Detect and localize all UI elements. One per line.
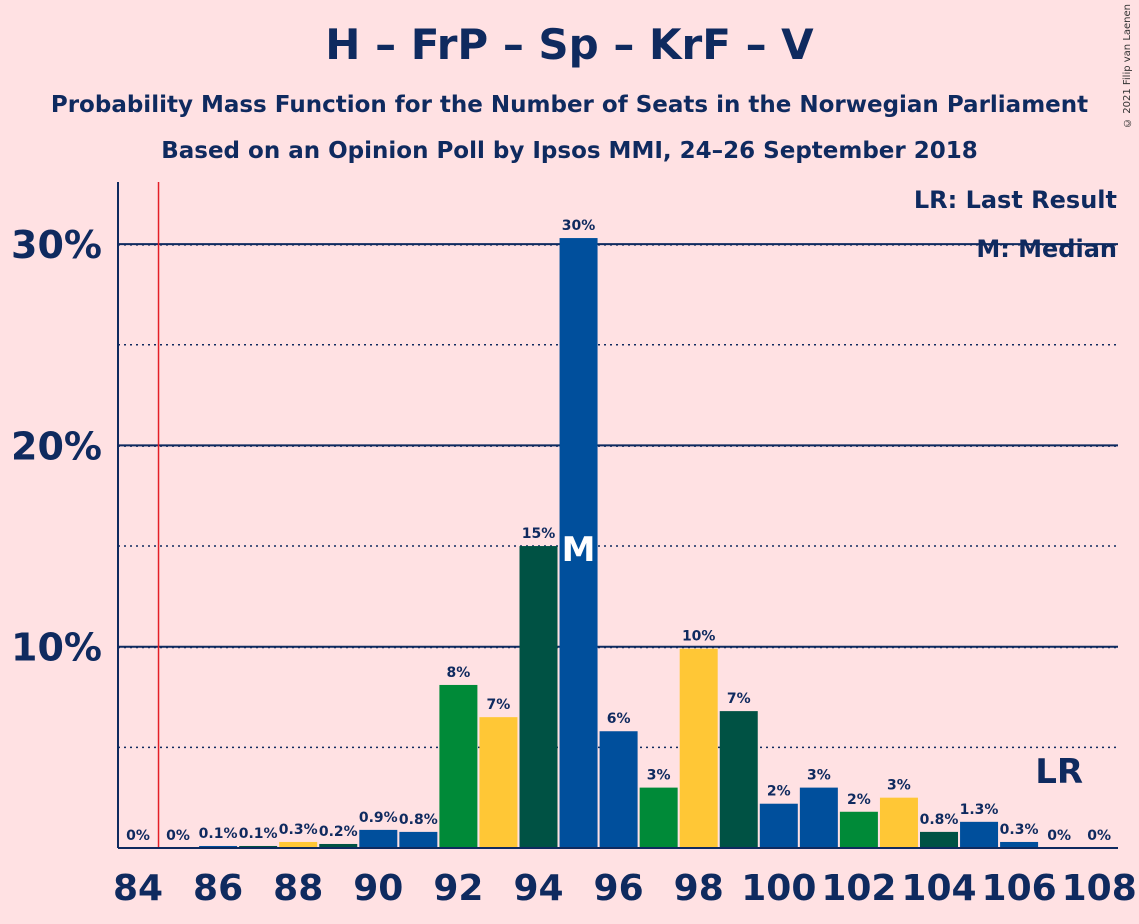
- bar-105: [960, 821, 999, 848]
- chart-title: H – FrP – Sp – KrF – V: [325, 20, 814, 69]
- bar-95: [559, 238, 598, 848]
- bar-label: 0%: [166, 828, 190, 844]
- x-tick-label: 104: [901, 868, 976, 909]
- bar-96: [599, 731, 638, 848]
- x-tick-label: 98: [674, 868, 724, 909]
- x-tick-label: 100: [741, 868, 816, 909]
- bar-103: [879, 797, 918, 848]
- chart-subtitle-poll: Based on an Opinion Poll by Ipsos MMI, 2…: [161, 138, 978, 164]
- bar-label: 6%: [607, 711, 631, 727]
- x-tick-label: 86: [193, 868, 243, 909]
- bar-87: [239, 845, 278, 848]
- bar-90: [359, 829, 398, 848]
- bar-label: 7%: [727, 691, 751, 707]
- bar-label: 15%: [522, 526, 556, 542]
- legend-median: M: Median: [976, 235, 1117, 263]
- bar-label: 0.3%: [279, 822, 318, 838]
- bar-label: 0.8%: [920, 812, 959, 828]
- y-tick-label: 30%: [11, 223, 102, 267]
- bar-label: 0.8%: [399, 812, 438, 828]
- bar-102: [839, 811, 878, 848]
- x-tick-label: 96: [594, 868, 644, 909]
- bar-label: 0.9%: [359, 810, 398, 826]
- bar-94: [519, 546, 558, 848]
- legend-last-result: LR: Last Result: [913, 186, 1117, 214]
- x-tick-label: 94: [513, 868, 563, 909]
- bar-label: 3%: [807, 768, 831, 784]
- y-tick-label: 20%: [11, 424, 102, 468]
- bar-100: [759, 803, 798, 848]
- x-tick-label: 108: [1062, 868, 1137, 909]
- x-tick-label: 106: [982, 868, 1057, 909]
- last-result-marker: LR: [1035, 752, 1083, 792]
- bar-label: 0%: [126, 828, 150, 844]
- bar-label: 0.1%: [239, 826, 278, 842]
- bar-label: 10%: [682, 629, 716, 645]
- x-tick-label: 92: [433, 868, 483, 909]
- x-tick-label: 88: [273, 868, 323, 909]
- bar-97: [639, 787, 678, 848]
- bar-101: [799, 787, 838, 848]
- bar-label: 2%: [767, 784, 791, 800]
- bar-label: 0.3%: [1000, 822, 1039, 838]
- bar-label: 3%: [887, 778, 911, 794]
- bar-92: [439, 684, 478, 848]
- bar-label: 0%: [1047, 828, 1071, 844]
- bar-label: 0.2%: [319, 824, 358, 840]
- bar-98: [679, 648, 718, 848]
- bar-label: 7%: [487, 697, 511, 713]
- bar-label: 30%: [562, 218, 596, 234]
- bar-99: [719, 711, 758, 848]
- bar-86: [199, 845, 238, 848]
- bar-label: 0.1%: [199, 826, 238, 842]
- bar-91: [399, 831, 438, 848]
- x-tick-label: 90: [353, 868, 403, 909]
- x-tick-label: 84: [113, 868, 163, 909]
- y-tick-label: 10%: [11, 626, 102, 670]
- bar-106: [1000, 841, 1039, 848]
- bar-label: 1.3%: [960, 802, 999, 818]
- bar-label: 3%: [647, 768, 671, 784]
- bar-89: [319, 843, 358, 848]
- bar-label: 8%: [447, 665, 471, 681]
- bar-label: 2%: [847, 792, 871, 808]
- x-tick-label: 102: [821, 868, 896, 909]
- bar-104: [920, 831, 958, 848]
- bar-88: [279, 841, 318, 848]
- bar-label: 0%: [1087, 828, 1111, 844]
- bar-93: [479, 717, 518, 848]
- chart-subtitle: Probability Mass Function for the Number…: [50, 92, 1089, 118]
- median-marker: M: [562, 530, 596, 570]
